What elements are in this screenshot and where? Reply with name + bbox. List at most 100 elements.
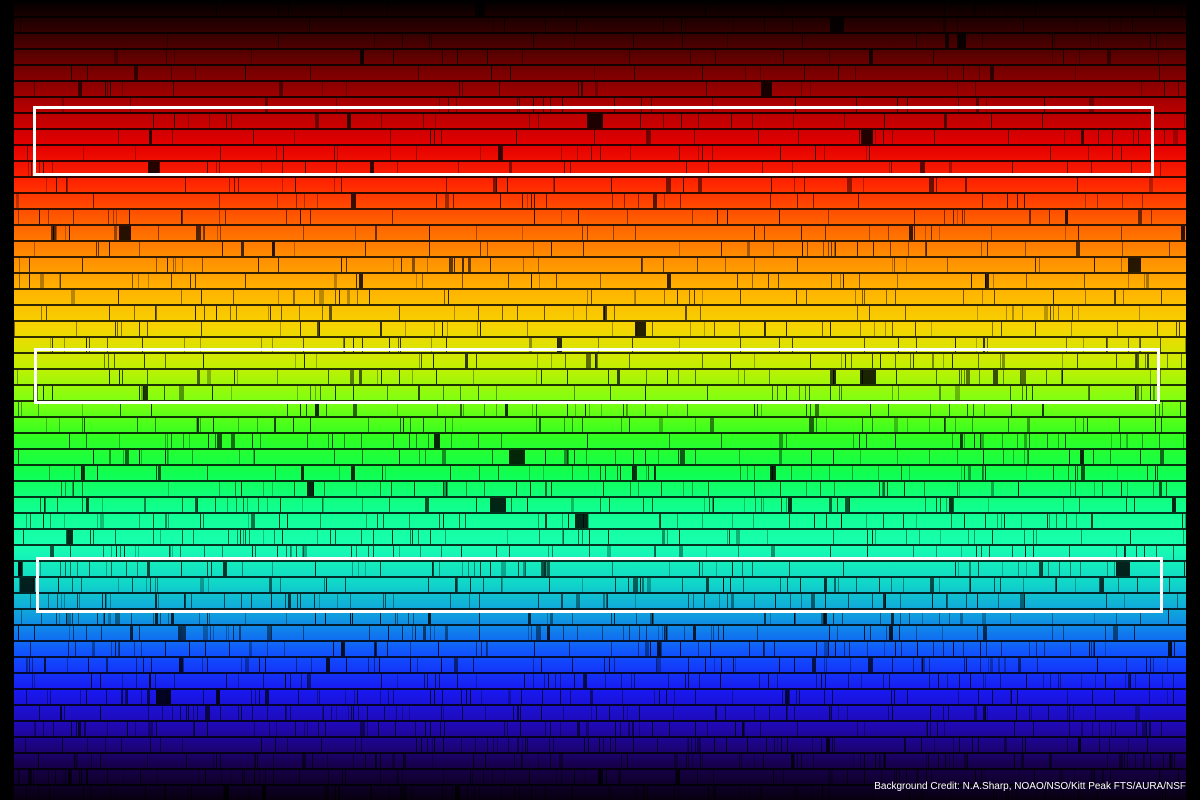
absorption-line (884, 642, 885, 656)
absorption-line (156, 306, 157, 320)
absorption-line (477, 322, 478, 336)
absorption-line (29, 258, 30, 272)
absorption-line (896, 770, 897, 784)
absorption-line (265, 98, 268, 112)
absorption-line (1035, 258, 1036, 272)
absorption-line (66, 610, 67, 624)
strip-separator (14, 16, 1186, 18)
absorption-line (790, 594, 791, 608)
absorption-line (1001, 322, 1002, 336)
absorption-line (916, 626, 917, 640)
absorption-line (418, 66, 419, 80)
absorption-line (272, 242, 275, 256)
absorption-line (1143, 754, 1144, 768)
absorption-line (72, 578, 73, 592)
absorption-line (607, 594, 608, 608)
absorption-line (525, 562, 526, 576)
absorption-line (565, 354, 566, 368)
absorption-line (1092, 690, 1093, 704)
absorption-line (387, 2, 388, 16)
absorption-line (1023, 578, 1024, 592)
absorption-line (1006, 2, 1007, 16)
absorption-line (220, 226, 221, 240)
absorption-line (1002, 434, 1003, 448)
absorption-line (695, 722, 696, 736)
absorption-line (334, 178, 335, 192)
absorption-line (1078, 226, 1079, 240)
absorption-line (883, 674, 884, 688)
absorption-line (1089, 98, 1094, 112)
absorption-line (352, 610, 353, 624)
absorption-line (516, 130, 517, 144)
absorption-line (296, 194, 297, 208)
absorption-line (586, 722, 589, 736)
absorption-line (414, 482, 415, 496)
absorption-line (1162, 786, 1163, 800)
absorption-line (226, 626, 227, 640)
absorption-line (618, 770, 621, 784)
absorption-line (587, 290, 588, 304)
absorption-line (1121, 482, 1122, 496)
absorption-line (960, 610, 963, 624)
absorption-line (442, 50, 443, 64)
absorption-line (158, 594, 159, 608)
absorption-line (1182, 514, 1183, 528)
absorption-line (691, 738, 692, 752)
absorption-line (527, 498, 528, 512)
absorption-line (936, 546, 937, 560)
absorption-line (545, 722, 546, 736)
absorption-line (631, 674, 632, 688)
absorption-line (89, 786, 90, 800)
absorption-line (82, 498, 83, 512)
absorption-line (459, 514, 460, 528)
strong-absorption-line (830, 18, 844, 32)
absorption-line (886, 626, 887, 640)
absorption-line (150, 578, 151, 592)
absorption-line (365, 562, 366, 576)
absorption-line (544, 786, 545, 800)
absorption-line (564, 450, 569, 464)
absorption-line (461, 546, 462, 560)
absorption-line (43, 514, 44, 528)
absorption-line (81, 466, 85, 480)
absorption-line (1142, 722, 1146, 736)
absorption-line (537, 354, 538, 368)
absorption-line (584, 674, 587, 688)
absorption-line (814, 514, 815, 528)
absorption-line (870, 402, 871, 416)
absorption-line (173, 82, 174, 96)
absorption-line (992, 322, 993, 336)
strong-absorption-line (20, 578, 35, 592)
absorption-line (527, 322, 528, 336)
absorption-line (335, 290, 336, 304)
strip-separator (14, 624, 1186, 626)
absorption-line (968, 466, 971, 480)
absorption-line (1069, 450, 1070, 464)
absorption-line (412, 370, 413, 384)
absorption-line (397, 674, 398, 688)
absorption-line (354, 690, 355, 704)
absorption-line (1046, 370, 1047, 384)
absorption-line (679, 338, 680, 352)
absorption-line (828, 642, 829, 656)
absorption-line (1029, 434, 1030, 448)
absorption-line (531, 274, 532, 288)
absorption-line (483, 578, 484, 592)
absorption-line (845, 354, 846, 368)
absorption-line (358, 706, 359, 720)
absorption-line (739, 450, 740, 464)
absorption-line (1097, 194, 1098, 208)
absorption-line (1048, 562, 1049, 576)
absorption-line (71, 722, 72, 736)
absorption-line (439, 514, 440, 528)
absorption-line (1159, 482, 1162, 496)
absorption-line (459, 82, 460, 96)
absorption-line (716, 562, 717, 576)
absorption-line (237, 530, 238, 544)
absorption-line (26, 690, 27, 704)
absorption-line (172, 786, 173, 800)
absorption-line (963, 642, 964, 656)
absorption-line (485, 754, 486, 768)
absorption-line (303, 226, 304, 240)
absorption-line (77, 594, 78, 608)
